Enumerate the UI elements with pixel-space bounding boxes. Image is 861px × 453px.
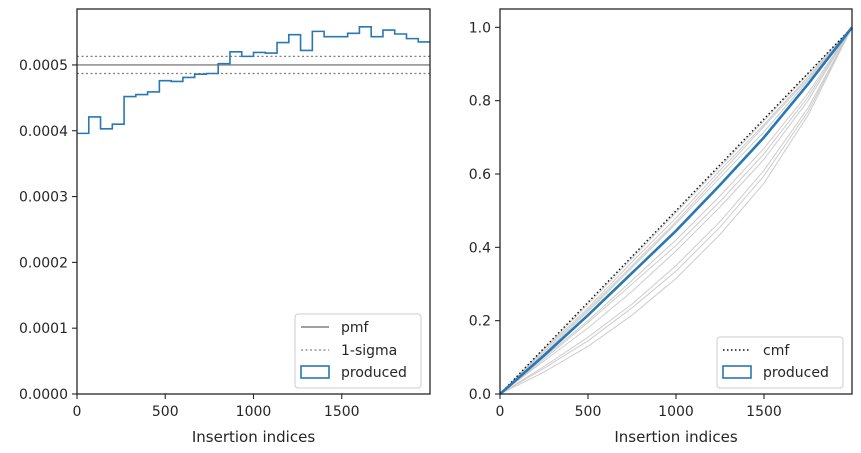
sample-curve — [499, 27, 853, 395]
y-tick-label: 0.0003 — [19, 190, 68, 206]
sample-curve — [499, 27, 853, 395]
right-legend: cmf produced — [716, 336, 844, 389]
right-x-axis-label: Insertion indices — [614, 428, 737, 446]
sample-curve — [499, 27, 853, 395]
left-x-axis-label: Insertion indices — [192, 428, 315, 446]
x-tick-label: 1000 — [236, 404, 272, 420]
sample-curve — [499, 27, 853, 395]
legend-sigma-label: 1-sigma — [341, 343, 397, 359]
right-chart: 0 500 1000 1500 0.0 0.2 0.4 0.6 0.8 1.0 Insertio… — [469, 8, 854, 446]
sample-curves — [499, 26, 853, 395]
y-tick-label: 1.0 — [469, 20, 491, 36]
y-tick-label: 0.0 — [469, 387, 491, 403]
y-tick-label: 0.6 — [469, 167, 491, 183]
x-tick-label: 1500 — [324, 404, 360, 420]
x-tick-label: 0 — [496, 404, 505, 420]
legend-pmf-label: pmf — [341, 320, 370, 336]
left-legend: pmf 1-sigma produced — [294, 313, 422, 389]
legend-cmf-label: cmf — [763, 343, 790, 359]
x-tick-label: 0 — [73, 404, 82, 420]
cmf-line — [499, 26, 853, 395]
x-tick-label: 500 — [152, 404, 179, 420]
y-tick-label: 0.0002 — [19, 255, 68, 271]
sample-curve — [499, 27, 853, 395]
y-tick-label: 0.0000 — [19, 387, 68, 403]
produced-curve — [499, 26, 854, 395]
legend-produced-marker — [300, 365, 330, 379]
sample-curve — [499, 27, 853, 395]
sample-curve — [499, 27, 853, 395]
right-axes-frame — [499, 8, 853, 395]
left-chart: 0 500 1000 1500 0.00000.00010.00020.00030.0… — [19, 8, 431, 446]
legend-produced-label: produced — [341, 365, 407, 381]
sample-curve — [499, 26, 853, 395]
sample-curve — [499, 27, 853, 395]
y-tick-label: 0.8 — [469, 94, 491, 110]
sample-curve — [499, 27, 853, 395]
x-tick-label: 1000 — [658, 404, 694, 420]
right-y-ticks: 0.0 0.2 0.4 0.6 0.8 1.0 — [469, 20, 500, 403]
legend-produced-label: produced — [763, 365, 829, 381]
y-tick-label: 0.0005 — [19, 58, 68, 74]
right-x-ticks: 0 500 1000 1500 — [496, 394, 782, 420]
x-tick-label: 500 — [575, 404, 602, 420]
produced-histogram — [77, 25, 430, 135]
y-tick-label: 0.0001 — [19, 321, 68, 337]
y-tick-label: 0.0004 — [19, 124, 68, 140]
y-tick-label: 0.2 — [469, 314, 491, 330]
legend-produced-marker — [722, 365, 752, 379]
y-tick-label: 0.4 — [469, 240, 491, 256]
left-legend-box — [294, 313, 422, 389]
left-x-ticks: 0 500 1000 1500 — [73, 394, 360, 420]
left-y-ticks: 0.0000 0.0001 0.0002 0.0003 0.0004 0.0005 — [19, 58, 77, 403]
x-tick-label: 1500 — [746, 404, 782, 420]
